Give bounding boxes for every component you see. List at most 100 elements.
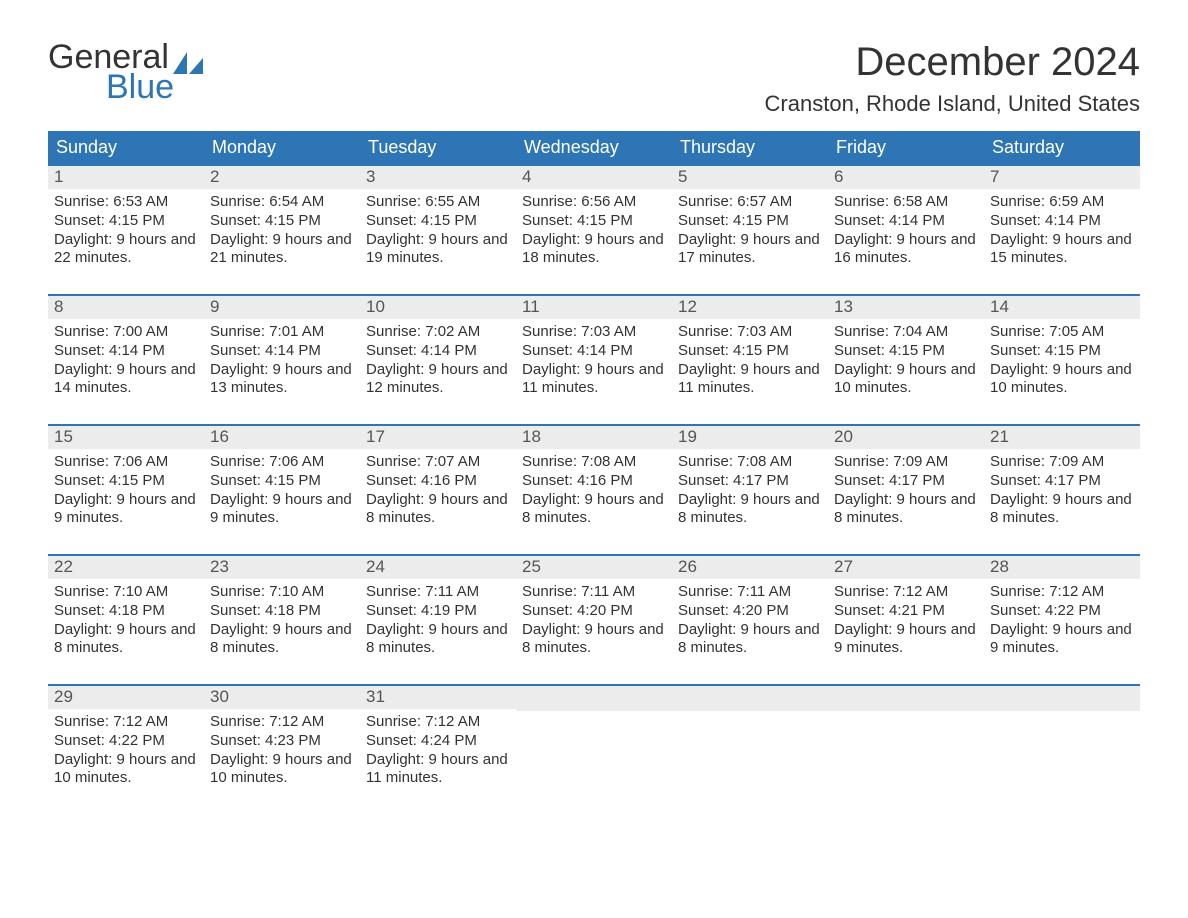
daylight-line: Daylight: 9 hours and 8 minutes. <box>54 621 196 657</box>
day-number-empty <box>984 686 1140 711</box>
sunrise-line: Sunrise: 7:00 AM <box>54 323 168 340</box>
sunrise-line: Sunrise: 7:01 AM <box>210 323 324 340</box>
sunset-line: Sunset: 4:15 PM <box>522 212 633 229</box>
sunset-line: Sunset: 4:14 PM <box>522 342 633 359</box>
day-body: Sunrise: 7:03 AMSunset: 4:15 PMDaylight:… <box>672 319 828 404</box>
calendar-day: 18Sunrise: 7:08 AMSunset: 4:16 PMDayligh… <box>516 426 672 544</box>
calendar-day: 8Sunrise: 7:00 AMSunset: 4:14 PMDaylight… <box>48 296 204 414</box>
calendar-day: 30Sunrise: 7:12 AMSunset: 4:23 PMDayligh… <box>204 686 360 804</box>
day-body: Sunrise: 7:02 AMSunset: 4:14 PMDaylight:… <box>360 319 516 404</box>
day-number: 7 <box>984 166 1140 189</box>
daylight-line: Daylight: 9 hours and 21 minutes. <box>210 231 352 267</box>
calendar-header-cell: Sunday <box>48 131 204 164</box>
day-number-empty <box>672 686 828 711</box>
sunrise-line: Sunrise: 7:05 AM <box>990 323 1104 340</box>
day-body: Sunrise: 7:10 AM Sunset: 4:18 PM Daylight:… <box>204 579 360 664</box>
sunset-line: Sunset: 4:17 PM <box>990 472 1101 489</box>
daylight-line: Daylight: 9 hours and 8 minutes. <box>210 621 352 657</box>
sunset-line: Sunset: 4:18 PM <box>210 602 321 619</box>
daylight-line: Daylight: 9 hours and 17 minutes. <box>678 231 820 267</box>
sunrise-line: Sunrise: 7:12 AM <box>210 713 324 730</box>
daylight-line: Daylight: 9 hours and 11 minutes. <box>678 361 820 397</box>
sunset-line: Sunset: 4:18 PM <box>54 602 165 619</box>
calendar-day <box>984 686 1140 804</box>
day-number: 28 <box>984 556 1140 579</box>
calendar-day: 27Sunrise: 7:12 AMSunset: 4:21 PMDayligh… <box>828 556 984 674</box>
daylight-line: Daylight: 9 hours and 8 minutes. <box>522 621 664 657</box>
calendar-day: 9Sunrise: 7:01 AMSunset: 4:14 PMDaylight… <box>204 296 360 414</box>
sunrise-line: Sunrise: 7:04 AM <box>834 323 948 340</box>
calendar-day <box>516 686 672 804</box>
sunrise-line: Sunrise: 7:03 AM <box>522 323 636 340</box>
sunset-line: Sunset: 4:15 PM <box>678 212 789 229</box>
sunset-line: Sunset: 4:15 PM <box>210 472 321 489</box>
day-body: Sunrise: 7:00 AMSunset: 4:14 PMDaylight:… <box>48 319 204 404</box>
location-subtitle: Cranston, Rhode Island, United States <box>765 91 1140 117</box>
daylight-line: Daylight: 9 hours and 19 minutes. <box>366 231 508 267</box>
calendar-day: 17Sunrise: 7:07 AMSunset: 4:16 PMDayligh… <box>360 426 516 544</box>
sunrise-line: Sunrise: 7:06 AM <box>54 453 168 470</box>
day-body: Sunrise: 6:56 AMSunset: 4:15 PMDaylight:… <box>516 189 672 274</box>
sunset-line: Sunset: 4:16 PM <box>366 472 477 489</box>
sail-icon <box>173 52 203 74</box>
day-body: Sunrise: 7:03 AMSunset: 4:14 PMDaylight:… <box>516 319 672 404</box>
calendar-day: 7 Sunrise: 6:59 AM Sunset: 4:14 PM Daylight… <box>984 166 1140 284</box>
day-number: 24 <box>360 556 516 579</box>
sunset-line: Sunset: 4:20 PM <box>678 602 789 619</box>
sunrise-line: Sunrise: 7:11 AM <box>366 583 479 600</box>
calendar-day: 25Sunrise: 7:11 AMSunset: 4:20 PMDayligh… <box>516 556 672 674</box>
day-body: Sunrise: 6:54 AMSunset: 4:15 PMDaylight:… <box>204 189 360 274</box>
sunset-line: Sunset: 4:15 PM <box>366 212 477 229</box>
calendar-day: 3Sunrise: 6:55 AMSunset: 4:15 PMDaylight… <box>360 166 516 284</box>
sunrise-line: Sunrise: 7:10 AM <box>210 583 324 600</box>
day-number: 29 <box>48 686 204 709</box>
sunrise-line: Sunrise: 7:12 AM <box>366 713 480 730</box>
day-body: Sunrise: 7:11 AMSunset: 4:19 PMDaylight:… <box>360 579 516 664</box>
sunrise-line: Sunrise: 7:08 AM <box>678 453 792 470</box>
sunrise-line: Sunrise: 6:58 AM <box>834 193 948 210</box>
day-body: Sunrise: 6:59 AM Sunset: 4:14 PM Daylight:… <box>984 189 1140 274</box>
calendar-body: 1Sunrise: 6:53 AMSunset: 4:15 PMDaylight… <box>48 164 1140 804</box>
day-number: 6 <box>828 166 984 189</box>
calendar-day: 13Sunrise: 7:04 AMSunset: 4:15 PMDayligh… <box>828 296 984 414</box>
calendar-header-row: SundayMondayTuesdayWednesdayThursdayFrid… <box>48 131 1140 164</box>
day-body: Sunrise: 6:58 AMSunset: 4:14 PMDaylight:… <box>828 189 984 274</box>
daylight-line: Daylight: 9 hours and 9 minutes. <box>54 491 196 527</box>
daylight-line: Daylight: 9 hours and 8 minutes. <box>834 491 976 527</box>
calendar-day: 14Sunrise: 7:05 AMSunset: 4:15 PMDayligh… <box>984 296 1140 414</box>
sunset-line: Sunset: 4:23 PM <box>210 732 321 749</box>
calendar-day: 2Sunrise: 6:54 AMSunset: 4:15 PMDaylight… <box>204 166 360 284</box>
calendar-day: 21Sunrise: 7:09 AMSunset: 4:17 PMDayligh… <box>984 426 1140 544</box>
day-number: 18 <box>516 426 672 449</box>
calendar-day: 24Sunrise: 7:11 AMSunset: 4:19 PMDayligh… <box>360 556 516 674</box>
sunrise-line: Sunrise: 7:08 AM <box>522 453 636 470</box>
daylight-line: Daylight: 9 hours and 22 minutes. <box>54 231 196 267</box>
sunrise-line: Sunrise: 6:53 AM <box>54 193 168 210</box>
day-number: 2 <box>204 166 360 189</box>
daylight-line: Daylight: 9 hours and 10 minutes. <box>54 751 196 787</box>
daylight-line: Daylight: 9 hours and 15 minutes. <box>990 231 1132 267</box>
sunrise-line: Sunrise: 7:06 AM <box>210 453 324 470</box>
sunset-line: Sunset: 4:14 PM <box>54 342 165 359</box>
sunset-line: Sunset: 4:21 PM <box>834 602 945 619</box>
day-number: 10 <box>360 296 516 319</box>
day-number-empty <box>516 686 672 711</box>
calendar-day: 4Sunrise: 6:56 AMSunset: 4:15 PMDaylight… <box>516 166 672 284</box>
daylight-line: Daylight: 9 hours and 9 minutes. <box>210 491 352 527</box>
calendar-header-cell: Thursday <box>672 131 828 164</box>
day-number: 20 <box>828 426 984 449</box>
day-body: Sunrise: 7:09 AMSunset: 4:17 PMDaylight:… <box>984 449 1140 534</box>
daylight-line: Daylight: 9 hours and 11 minutes. <box>366 751 508 787</box>
sunset-line: Sunset: 4:14 PM <box>990 212 1101 229</box>
sunrise-line: Sunrise: 7:02 AM <box>366 323 480 340</box>
calendar-header-cell: Saturday <box>984 131 1140 164</box>
calendar-week: 8Sunrise: 7:00 AMSunset: 4:14 PMDaylight… <box>48 294 1140 414</box>
calendar-header-cell: Tuesday <box>360 131 516 164</box>
calendar-day: 22Sunrise: 7:10 AMSunset: 4:18 PMDayligh… <box>48 556 204 674</box>
calendar-week: 22Sunrise: 7:10 AMSunset: 4:18 PMDayligh… <box>48 554 1140 674</box>
sunrise-line: Sunrise: 6:54 AM <box>210 193 324 210</box>
day-body: Sunrise: 7:12 AMSunset: 4:23 PMDaylight:… <box>204 709 360 794</box>
day-number: 25 <box>516 556 672 579</box>
sunrise-line: Sunrise: 6:59 AM <box>990 193 1104 210</box>
sunrise-line: Sunrise: 7:09 AM <box>834 453 948 470</box>
